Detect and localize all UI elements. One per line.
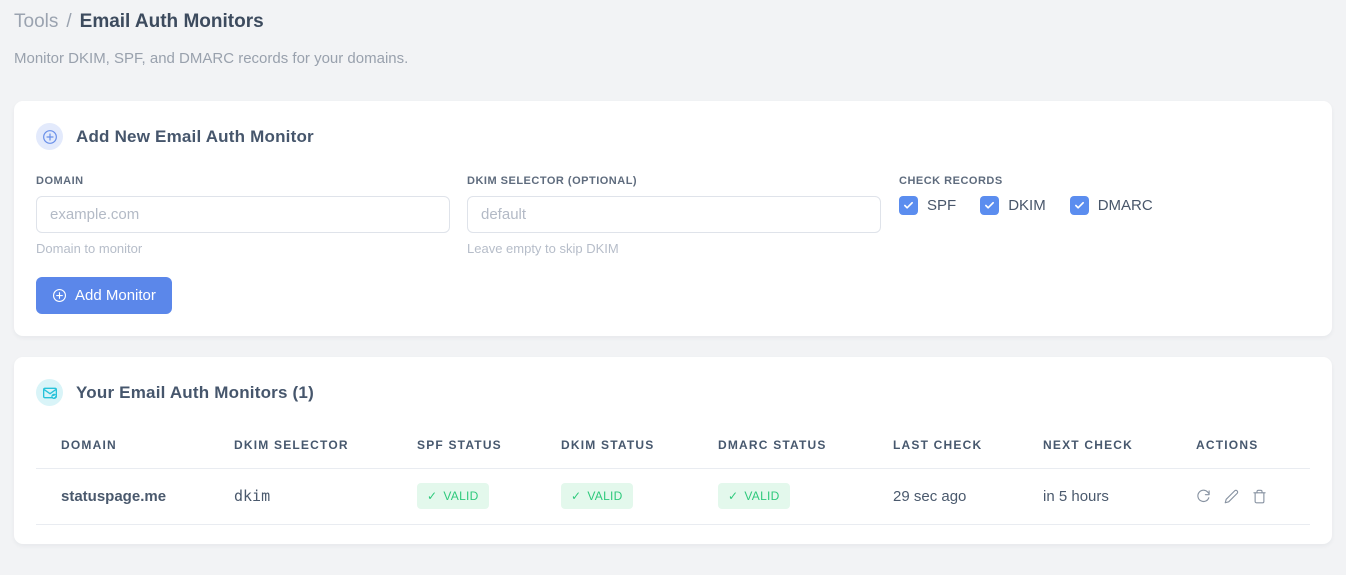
breadcrumb: Tools / Email Auth Monitors [14, 11, 1332, 33]
check-records-row: SPF DKIM DMARC [899, 196, 1153, 215]
dmarc-checkbox-item[interactable]: DMARC [1069, 196, 1153, 215]
add-monitor-form: DOMAIN Domain to monitor DKIM SELECTOR (… [36, 175, 1310, 256]
monitor-last-check: 29 sec ago [893, 468, 1043, 525]
add-monitor-button-label: Add Monitor [75, 287, 156, 304]
dmarc-checkbox-label: DMARC [1097, 197, 1153, 214]
breadcrumb-tools-link[interactable]: Tools [14, 11, 59, 32]
monitors-card-header: Your Email Auth Monitors (1) [36, 379, 1310, 406]
domain-field-hint: Domain to monitor [36, 241, 143, 256]
monitor-dkim-selector: dkim [234, 468, 417, 525]
pencil-icon [1224, 489, 1239, 504]
column-header-domain: DOMAIN [36, 420, 234, 469]
column-header-dkim-status: DKIM STATUS [561, 420, 718, 469]
monitor-domain: statuspage.me [36, 468, 234, 525]
refresh-icon [1196, 489, 1211, 504]
column-header-next-check: NEXT CHECK [1043, 420, 1196, 469]
monitors-card-title: Your Email Auth Monitors (1) [76, 382, 314, 402]
dkim-status-badge: ✓ VALID [561, 483, 633, 509]
monitor-next-check: in 5 hours [1043, 468, 1196, 525]
breadcrumb-separator: / [66, 11, 72, 32]
spf-checkbox-checked-icon[interactable] [899, 196, 918, 215]
spf-status-badge: ✓ VALID [417, 483, 489, 509]
table-row: statuspage.me dkim ✓ VALID ✓ VALID [36, 468, 1310, 525]
spf-checkbox-item[interactable]: SPF [899, 196, 956, 215]
plus-circle-icon [36, 123, 63, 150]
trash-icon [1252, 489, 1267, 504]
dmarc-status-label: VALID [744, 489, 780, 503]
refresh-button[interactable] [1196, 489, 1211, 504]
column-header-dkim-selector: DKIM SELECTOR [234, 420, 417, 469]
column-header-last-check: LAST CHECK [893, 420, 1043, 469]
dkim-selector-field-label: DKIM SELECTOR (OPTIONAL) [467, 175, 638, 187]
page-subtitle: Monitor DKIM, SPF, and DMARC records for… [14, 50, 409, 67]
dkim-checkbox-label: DKIM [1008, 197, 1046, 214]
column-header-actions: ACTIONS [1196, 420, 1310, 469]
dkim-selector-input[interactable] [467, 196, 881, 233]
delete-button[interactable] [1252, 489, 1267, 504]
dmarc-checkbox-checked-icon[interactable] [1069, 196, 1089, 215]
edit-button[interactable] [1224, 489, 1239, 504]
dkim-checkbox-checked-icon[interactable] [980, 196, 1000, 215]
check-records-label: CHECK RECORDS [899, 175, 1003, 187]
dkim-selector-field-group: DKIM SELECTOR (OPTIONAL) Leave empty to … [467, 175, 881, 256]
column-header-spf-status: SPF STATUS [417, 420, 561, 469]
check-icon: ✓ [427, 489, 438, 503]
spf-checkbox-label: SPF [927, 197, 957, 214]
check-records-group: CHECK RECORDS SPF DKIM [899, 175, 1153, 215]
domain-input[interactable] [36, 196, 450, 233]
actions-cell [1196, 468, 1310, 525]
dkim-selector-field-hint: Leave empty to skip DKIM [467, 241, 619, 256]
dmarc-status-badge: ✓ VALID [718, 483, 790, 509]
column-header-dmarc-status: DMARC STATUS [718, 420, 893, 469]
check-icon: ✓ [728, 489, 739, 503]
add-monitor-card-header: Add New Email Auth Monitor [36, 123, 1310, 150]
dkim-status-cell: ✓ VALID [561, 468, 718, 525]
monitors-card: Your Email Auth Monitors (1) DOMAIN DKIM… [14, 357, 1332, 544]
plus-circle-icon [52, 288, 67, 303]
email-check-icon [36, 379, 63, 406]
add-monitor-button[interactable]: Add Monitor [36, 277, 172, 314]
page-header: Tools / Email Auth Monitors Monitor DKIM… [0, 0, 1346, 67]
dmarc-status-cell: ✓ VALID [718, 468, 893, 525]
check-icon: ✓ [571, 489, 582, 503]
domain-field-group: DOMAIN Domain to monitor [36, 175, 450, 256]
dkim-checkbox-item[interactable]: DKIM [980, 196, 1046, 215]
table-header-row: DOMAIN DKIM SELECTOR SPF STATUS DKIM STA… [36, 420, 1310, 469]
monitors-table: DOMAIN DKIM SELECTOR SPF STATUS DKIM STA… [36, 420, 1310, 525]
spf-status-label: VALID [443, 489, 479, 503]
spf-status-cell: ✓ VALID [417, 468, 561, 525]
page-title: Email Auth Monitors [79, 11, 264, 32]
add-monitor-card: Add New Email Auth Monitor DOMAIN Domain… [14, 101, 1332, 336]
add-monitor-card-title: Add New Email Auth Monitor [76, 126, 314, 146]
domain-field-label: DOMAIN [36, 175, 84, 187]
dkim-status-label: VALID [587, 489, 623, 503]
